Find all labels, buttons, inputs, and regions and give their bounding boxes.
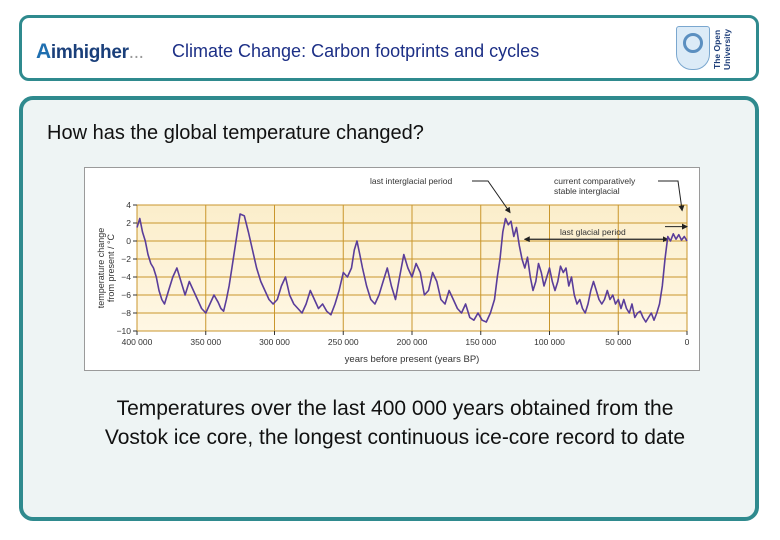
x-tick-label: 350 000	[190, 337, 221, 347]
ou-logo-text: The Open University	[712, 28, 732, 70]
x-tick-label: 200 000	[397, 337, 428, 347]
aimhigher-logo-dots: ...	[128, 42, 144, 63]
y-axis-label-line: from present / °C	[106, 233, 116, 302]
y-tick-label: −6	[121, 290, 131, 300]
x-tick-label: 150 000	[465, 337, 496, 347]
x-axis-label: years before present (years BP)	[345, 354, 480, 365]
annotations: last interglacial period current comparat…	[370, 176, 688, 243]
annotation-current-interglacial: current comparatively stable interglacial	[554, 176, 636, 196]
annotation-arrow	[472, 180, 511, 214]
annotation-arrow	[658, 180, 685, 212]
y-tick-label: −8	[121, 308, 131, 318]
header-bar: Aimhigher... Climate Change: Carbon foot…	[19, 15, 759, 81]
aimhigher-logo-initial: A	[36, 40, 51, 63]
annotation-line: stable interglacial	[554, 186, 620, 196]
ou-shield-icon	[676, 26, 710, 70]
aimhigher-logo: Aimhigher...	[36, 40, 144, 64]
y-tick-label: 0	[126, 236, 131, 246]
x-tick-label: 300 000	[259, 337, 290, 347]
y-tick-label: −10	[117, 326, 132, 336]
y-axis-label-line: temperature change	[96, 228, 106, 309]
header-title: Climate Change: Carbon footprints and cy…	[172, 41, 540, 61]
x-tick-label: 0	[685, 337, 690, 347]
x-tick-label: 250 000	[328, 337, 359, 347]
y-tick-label: 4	[126, 200, 131, 210]
temperature-chart: 4 2 0 −2 −4 −6 −8 −10 400 000 350 000 300 000 250 0…	[84, 167, 700, 371]
y-axis-label: temperature changefrom present / °C	[96, 228, 116, 309]
x-tick-label: 50 000	[605, 337, 631, 347]
open-university-logo: The Open University	[676, 24, 746, 74]
annotation-line: current comparatively	[554, 176, 636, 186]
x-tick-label: 400 000	[122, 337, 153, 347]
series-line	[136, 213, 688, 323]
annotation-last-interglacial: last interglacial period	[370, 176, 452, 186]
annotation-last-glacial: last glacial period	[560, 227, 626, 237]
question-heading: How has the global temperature changed?	[47, 122, 424, 144]
y-tick-label: −2	[121, 254, 131, 264]
chart-caption: Temperatures over the last 400 000 years…	[104, 397, 686, 449]
aimhigher-logo-name: imhigher	[50, 42, 129, 63]
y-tick-label: 2	[126, 218, 131, 228]
x-tick-label: 100 000	[534, 337, 565, 347]
y-tick-label: −4	[121, 272, 131, 282]
